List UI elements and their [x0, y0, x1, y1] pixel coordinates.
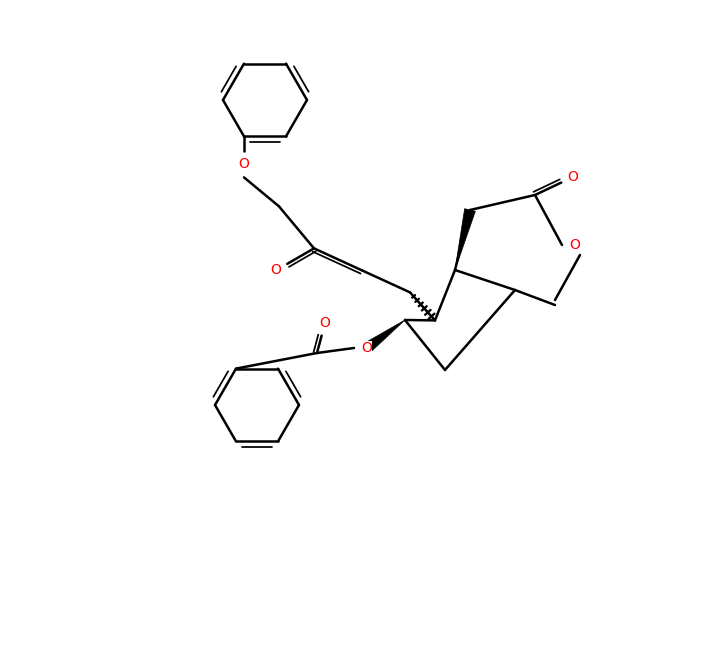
- Text: O: O: [570, 238, 581, 252]
- Text: O: O: [270, 263, 282, 277]
- Text: O: O: [320, 316, 330, 330]
- Polygon shape: [364, 320, 405, 352]
- Polygon shape: [455, 209, 475, 270]
- Text: O: O: [239, 157, 250, 172]
- Text: O: O: [362, 341, 373, 355]
- Text: O: O: [568, 170, 578, 184]
